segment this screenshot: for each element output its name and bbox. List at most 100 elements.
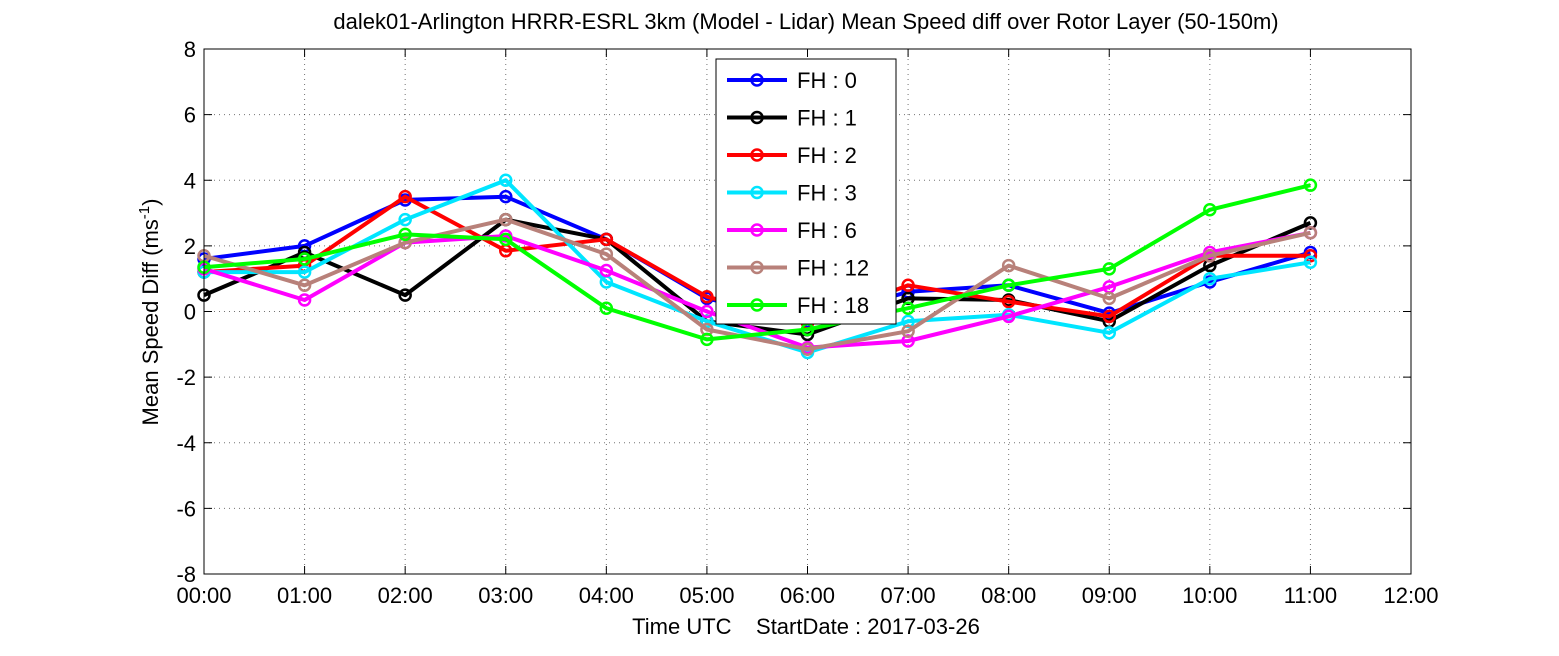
series-line <box>203 230 1311 350</box>
legend-marker <box>750 223 764 237</box>
legend-label: FH : 3 <box>797 181 857 206</box>
data-point <box>599 263 614 278</box>
y-tick-label: 8 <box>184 37 196 62</box>
data-point <box>599 247 614 261</box>
data-point <box>398 227 412 242</box>
legend-label: FH : 2 <box>797 143 857 168</box>
data-point <box>700 332 714 347</box>
data-point <box>1203 203 1217 217</box>
x-tick-label: 06:00 <box>780 583 835 608</box>
x-tick-label: 11:00 <box>1284 583 1337 608</box>
data-point <box>1001 258 1016 273</box>
series-line <box>204 178 1311 355</box>
legend-label: FH : 12 <box>797 256 869 281</box>
y-tick-label: -2 <box>176 365 196 390</box>
x-tick-label: 01:00 <box>277 583 332 608</box>
data-point <box>1001 309 1016 324</box>
y-tick-label: 6 <box>184 103 196 128</box>
data-point <box>1203 271 1217 286</box>
data-point <box>599 232 614 247</box>
data-point <box>499 173 513 187</box>
legend-item: FH : 2 <box>727 143 857 168</box>
x-tick-label: 09:00 <box>1082 583 1137 608</box>
legend-marker <box>750 298 764 312</box>
data-point <box>901 324 915 338</box>
x-tick-label: 10:00 <box>1182 583 1237 608</box>
legend-marker <box>750 185 764 200</box>
data-point <box>499 212 513 227</box>
legend-items: FH : 0 FH : 1 FH : 2 FH : 3 FH : 6 FH : 12 FH … <box>727 68 869 318</box>
y-axis-label: Mean Speed Diff (ms-1) <box>136 199 163 426</box>
legend-item: FH : 0 <box>727 68 857 93</box>
data-point <box>499 189 513 204</box>
x-tick-label: 05:00 <box>679 583 734 608</box>
data-point <box>901 301 915 315</box>
x-tick-labels: 00:00 01:00 02:00 03:00 04:00 05:00 06:00 07:00… <box>176 583 1438 608</box>
y-axis-label-close: ) <box>138 199 163 206</box>
legend-label: FH : 6 <box>797 218 857 243</box>
series-fh-12 <box>197 212 1318 356</box>
data-point <box>1102 309 1116 324</box>
series-line <box>203 183 1311 342</box>
y-tick-labels: -8 -6 -4 -2 0 2 4 6 8 <box>176 37 196 587</box>
x-tick-label: 02:00 <box>378 583 433 608</box>
y-tick-label: -6 <box>176 496 196 521</box>
x-tick-label: 07:00 <box>881 583 936 608</box>
legend-item: FH : 1 <box>727 106 857 131</box>
data-point <box>297 252 312 266</box>
x-tick-label: 00:00 <box>176 583 231 608</box>
data-point <box>1102 262 1116 276</box>
legend-marker <box>750 110 764 125</box>
x-tick-label: 03:00 <box>478 583 533 608</box>
data-point <box>297 265 312 279</box>
legend-item: FH : 12 <box>727 256 869 281</box>
data-point <box>700 289 714 304</box>
data-point <box>398 235 412 250</box>
series-layer <box>197 173 1318 360</box>
data-point <box>499 232 513 247</box>
data-point <box>700 304 714 319</box>
data-point <box>1102 291 1116 306</box>
data-point <box>1303 226 1318 240</box>
x-tick-label: 12:00 <box>1383 583 1438 608</box>
y-axis-label-sup: -1 <box>136 206 153 219</box>
data-point <box>297 278 312 292</box>
data-point <box>1001 278 1016 292</box>
legend-item: FH : 6 <box>727 218 857 243</box>
data-point <box>1203 248 1217 263</box>
series-line <box>203 217 1311 352</box>
data-point <box>398 288 412 302</box>
legend-label: FH : 18 <box>797 293 869 318</box>
x-tick-label: 04:00 <box>579 583 634 608</box>
legend-marker <box>750 260 764 275</box>
y-axis-label-main: Mean Speed Diff (ms <box>138 219 163 425</box>
chart-title: dalek01-Arlington HRRR-ESRL 3km (Model -… <box>333 9 1278 34</box>
x-axis-label: Time UTC StartDate : 2017-03-26 <box>632 614 980 639</box>
legend-label: FH : 0 <box>797 68 857 93</box>
data-point <box>800 342 815 356</box>
legend-marker <box>750 73 764 87</box>
data-point <box>1303 178 1318 192</box>
data-point <box>1303 248 1318 263</box>
data-point <box>398 212 412 227</box>
data-point <box>901 278 915 292</box>
legend-item: FH : 3 <box>727 181 857 206</box>
ticks <box>203 48 1412 575</box>
legend: FH : 0 FH : 1 FH : 2 FH : 3 FH : 6 FH : 12 FH … <box>715 58 897 325</box>
data-point <box>1001 294 1016 309</box>
y-tick-label: -4 <box>176 431 196 456</box>
legend-label: FH : 1 <box>797 106 857 131</box>
data-point <box>1303 255 1318 270</box>
data-point <box>297 293 312 307</box>
data-point <box>599 301 614 315</box>
y-tick-label: -8 <box>176 562 196 587</box>
legend-marker <box>750 148 764 162</box>
x-tick-label: 08:00 <box>981 583 1036 608</box>
y-tick-label: 4 <box>184 168 196 193</box>
data-point <box>1102 326 1116 340</box>
legend-item: FH : 18 <box>727 293 869 318</box>
y-tick-label: 0 <box>184 300 196 325</box>
data-point <box>398 189 412 204</box>
y-tick-label: 2 <box>184 234 196 259</box>
